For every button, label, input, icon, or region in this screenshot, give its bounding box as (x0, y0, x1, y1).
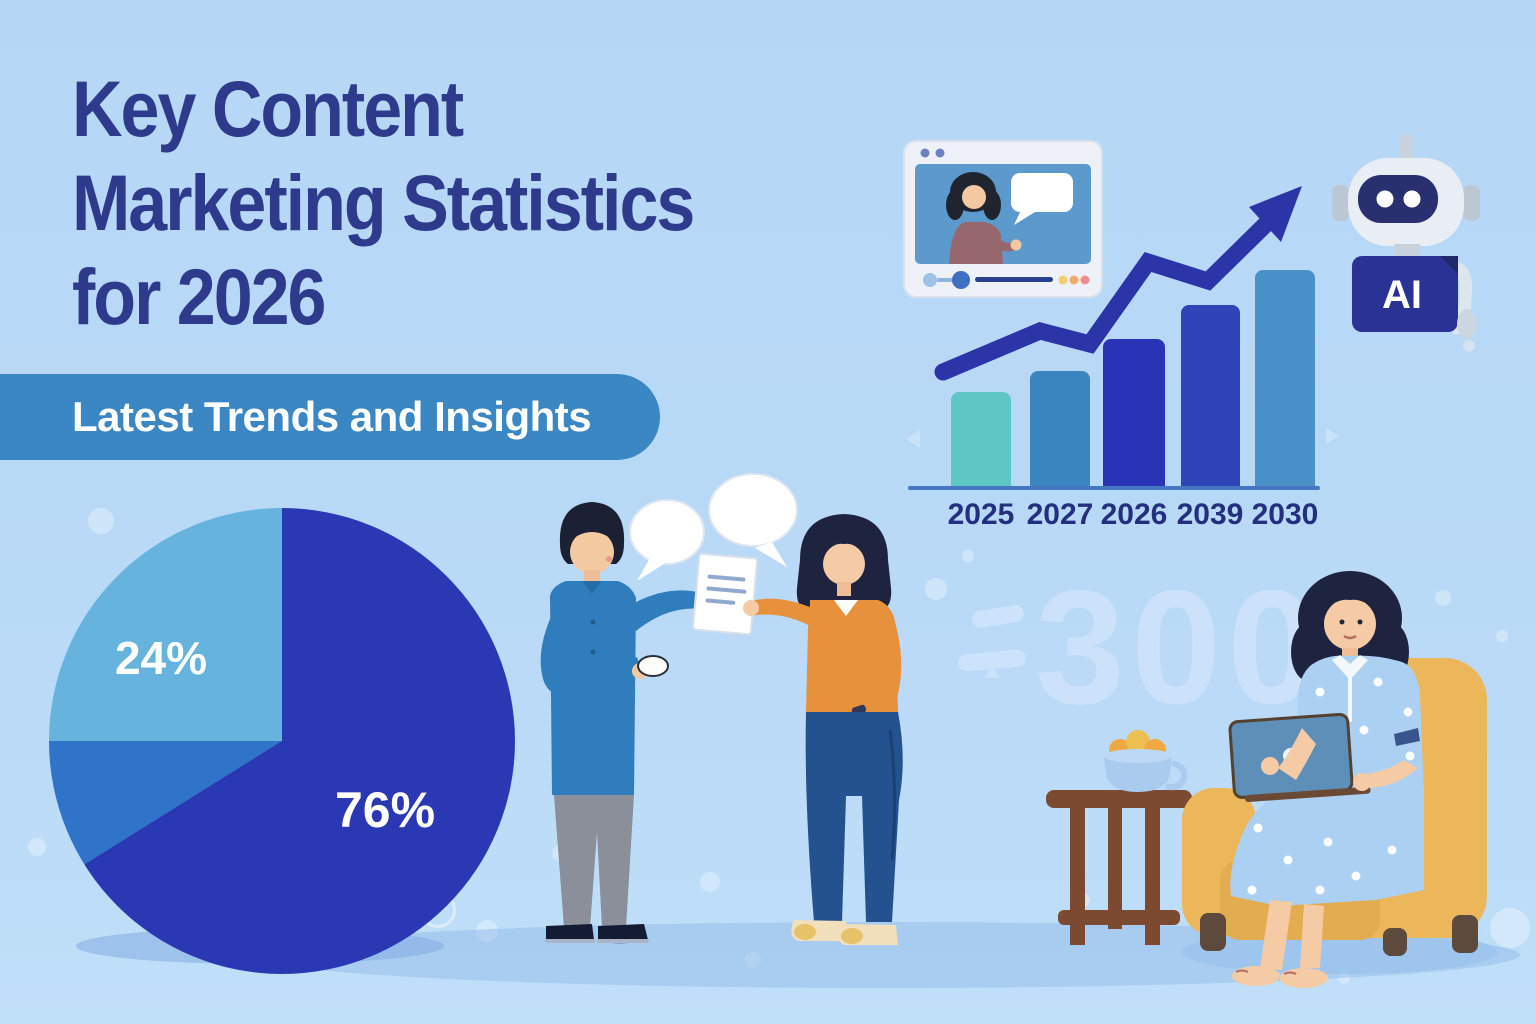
dress-skirt (1230, 788, 1424, 906)
bare-foot (1232, 966, 1280, 986)
right-arm (1366, 760, 1418, 788)
decor-bubble (1490, 908, 1530, 948)
woman-hand (743, 600, 759, 616)
people-conversation-illustration (540, 473, 903, 945)
presenter-figure (946, 172, 1022, 264)
decor-bubble (925, 578, 947, 600)
decor-bubble (700, 872, 720, 892)
subtitle-banner: Latest Trends and Insights (0, 374, 660, 460)
decor-triangle (1326, 428, 1339, 444)
robot-body-fold (1440, 256, 1458, 274)
robot-eye (1376, 190, 1394, 208)
bar-2027 (1030, 371, 1090, 488)
woman-figure (743, 514, 903, 945)
decor-bubble (476, 920, 498, 942)
bar-label-2026: 2026 (1100, 498, 1168, 531)
progress-bar[interactable] (975, 277, 1053, 282)
bare-foot (1280, 968, 1328, 988)
bar-2030 (1255, 270, 1315, 488)
document-paper (692, 552, 759, 636)
woman-on-armchair-illustration (1046, 571, 1498, 988)
woman-arm (750, 598, 814, 628)
left-arm (1278, 728, 1316, 780)
window-dot-icon (920, 148, 930, 158)
volume-icon[interactable] (923, 273, 937, 287)
video-controls[interactable] (923, 271, 1090, 289)
robot-body (1352, 256, 1458, 332)
video-player-illustration (903, 140, 1103, 298)
robot-ai-label: AI (1382, 273, 1422, 317)
speech-bubble-icon (708, 473, 798, 567)
fruit-bowl (1104, 730, 1188, 792)
robot-face (1358, 175, 1438, 223)
pie-chart (49, 508, 515, 974)
robot-hand (1457, 309, 1477, 339)
decor-bubble (88, 508, 114, 534)
bar-label-2030: 2030 (1251, 498, 1319, 531)
page-title: Key Content Marketing Statistics for 202… (72, 62, 695, 344)
robot-neck (1394, 244, 1420, 258)
control-dot-icon (1080, 275, 1090, 285)
title-line: Key Content (72, 65, 464, 153)
control-dot-icon (1069, 275, 1079, 285)
subtitle-banner-label: Latest Trends and Insights (72, 393, 592, 440)
cup (637, 655, 669, 677)
robot-eye (1403, 190, 1421, 208)
trend-arrow-icon (934, 186, 1302, 381)
man-arm (622, 590, 709, 636)
x-axis-line (908, 486, 1320, 490)
decor-triangle (906, 430, 920, 448)
bar-2025 (951, 392, 1011, 488)
pie-label-24: 24% (114, 632, 208, 684)
decor-bubble (1496, 630, 1508, 642)
playhead-icon[interactable] (952, 271, 970, 289)
control-dot-icon (1058, 275, 1068, 285)
bar-2026 (1103, 339, 1165, 488)
robot-ear (1332, 185, 1349, 221)
decor-bubble (1435, 590, 1451, 606)
watermark-number: 300 (1035, 557, 1324, 738)
bar-label-2025: 2025 (947, 498, 1015, 531)
robot-antenna (1400, 134, 1413, 162)
bar-2039 (1181, 305, 1240, 488)
watermark-dash (970, 604, 1026, 629)
bar-label-2027: 2027 (1026, 498, 1094, 531)
decor-bubble (28, 838, 46, 856)
chair-leg (1452, 915, 1478, 953)
chair-leg (1383, 928, 1407, 956)
seated-woman-figure (1228, 571, 1424, 988)
decor-bubble (745, 952, 761, 968)
robot-hand-dot (1463, 340, 1475, 352)
ai-robot-icon: AI (1332, 134, 1480, 352)
decor-bubble (962, 550, 974, 562)
decor-bubble (1338, 972, 1350, 984)
bar-label-2039: 2039 (1176, 498, 1244, 531)
title-line: Marketing Statistics (72, 159, 695, 247)
title-line: for 2026 (72, 253, 326, 341)
side-table (1046, 790, 1192, 945)
pie-label-76: 76% (334, 782, 436, 838)
control-stub (937, 278, 955, 282)
chair-leg (1200, 913, 1226, 951)
man-figure (540, 502, 716, 944)
window-dot-icon (935, 148, 945, 158)
speech-bubble-icon (1011, 173, 1073, 225)
speech-bubble-icon (629, 499, 705, 581)
robot-ear (1463, 185, 1480, 221)
watermark-dash (957, 649, 1027, 672)
